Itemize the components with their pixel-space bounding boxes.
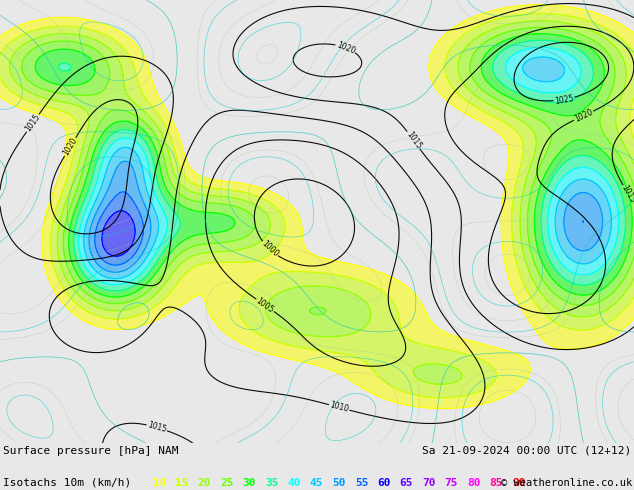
Text: 90: 90 xyxy=(512,478,526,488)
Text: 85: 85 xyxy=(489,478,503,488)
Text: 40: 40 xyxy=(287,478,301,488)
Text: 1020: 1020 xyxy=(61,136,79,157)
Text: 1020: 1020 xyxy=(335,40,356,55)
Text: 1000: 1000 xyxy=(259,239,280,259)
Text: 45: 45 xyxy=(310,478,323,488)
Text: 15: 15 xyxy=(175,478,189,488)
Text: © weatheronline.co.uk: © weatheronline.co.uk xyxy=(501,478,632,488)
Text: 30: 30 xyxy=(243,478,256,488)
Text: 1010: 1010 xyxy=(329,401,350,414)
Text: 35: 35 xyxy=(265,478,278,488)
Text: Surface pressure [hPa] NAM: Surface pressure [hPa] NAM xyxy=(3,446,179,456)
Text: 1015: 1015 xyxy=(619,184,634,205)
Text: 50: 50 xyxy=(332,478,346,488)
Text: Isotachs 10m (km/h): Isotachs 10m (km/h) xyxy=(3,478,138,488)
Text: 1015: 1015 xyxy=(404,130,423,150)
Text: 1020: 1020 xyxy=(573,107,594,124)
Text: 20: 20 xyxy=(198,478,211,488)
Text: 1025: 1025 xyxy=(553,94,574,105)
Text: 1015: 1015 xyxy=(23,113,42,134)
Text: 25: 25 xyxy=(220,478,233,488)
Text: 10: 10 xyxy=(153,478,166,488)
Text: 1005: 1005 xyxy=(254,296,276,315)
Text: 75: 75 xyxy=(444,478,458,488)
Text: 80: 80 xyxy=(467,478,481,488)
Text: 70: 70 xyxy=(422,478,436,488)
Text: 55: 55 xyxy=(355,478,368,488)
Text: Sa 21-09-2024 00:00 UTC (12+12): Sa 21-09-2024 00:00 UTC (12+12) xyxy=(422,446,631,456)
Text: 60: 60 xyxy=(377,478,391,488)
Text: 1015: 1015 xyxy=(146,420,167,435)
Text: 65: 65 xyxy=(399,478,413,488)
